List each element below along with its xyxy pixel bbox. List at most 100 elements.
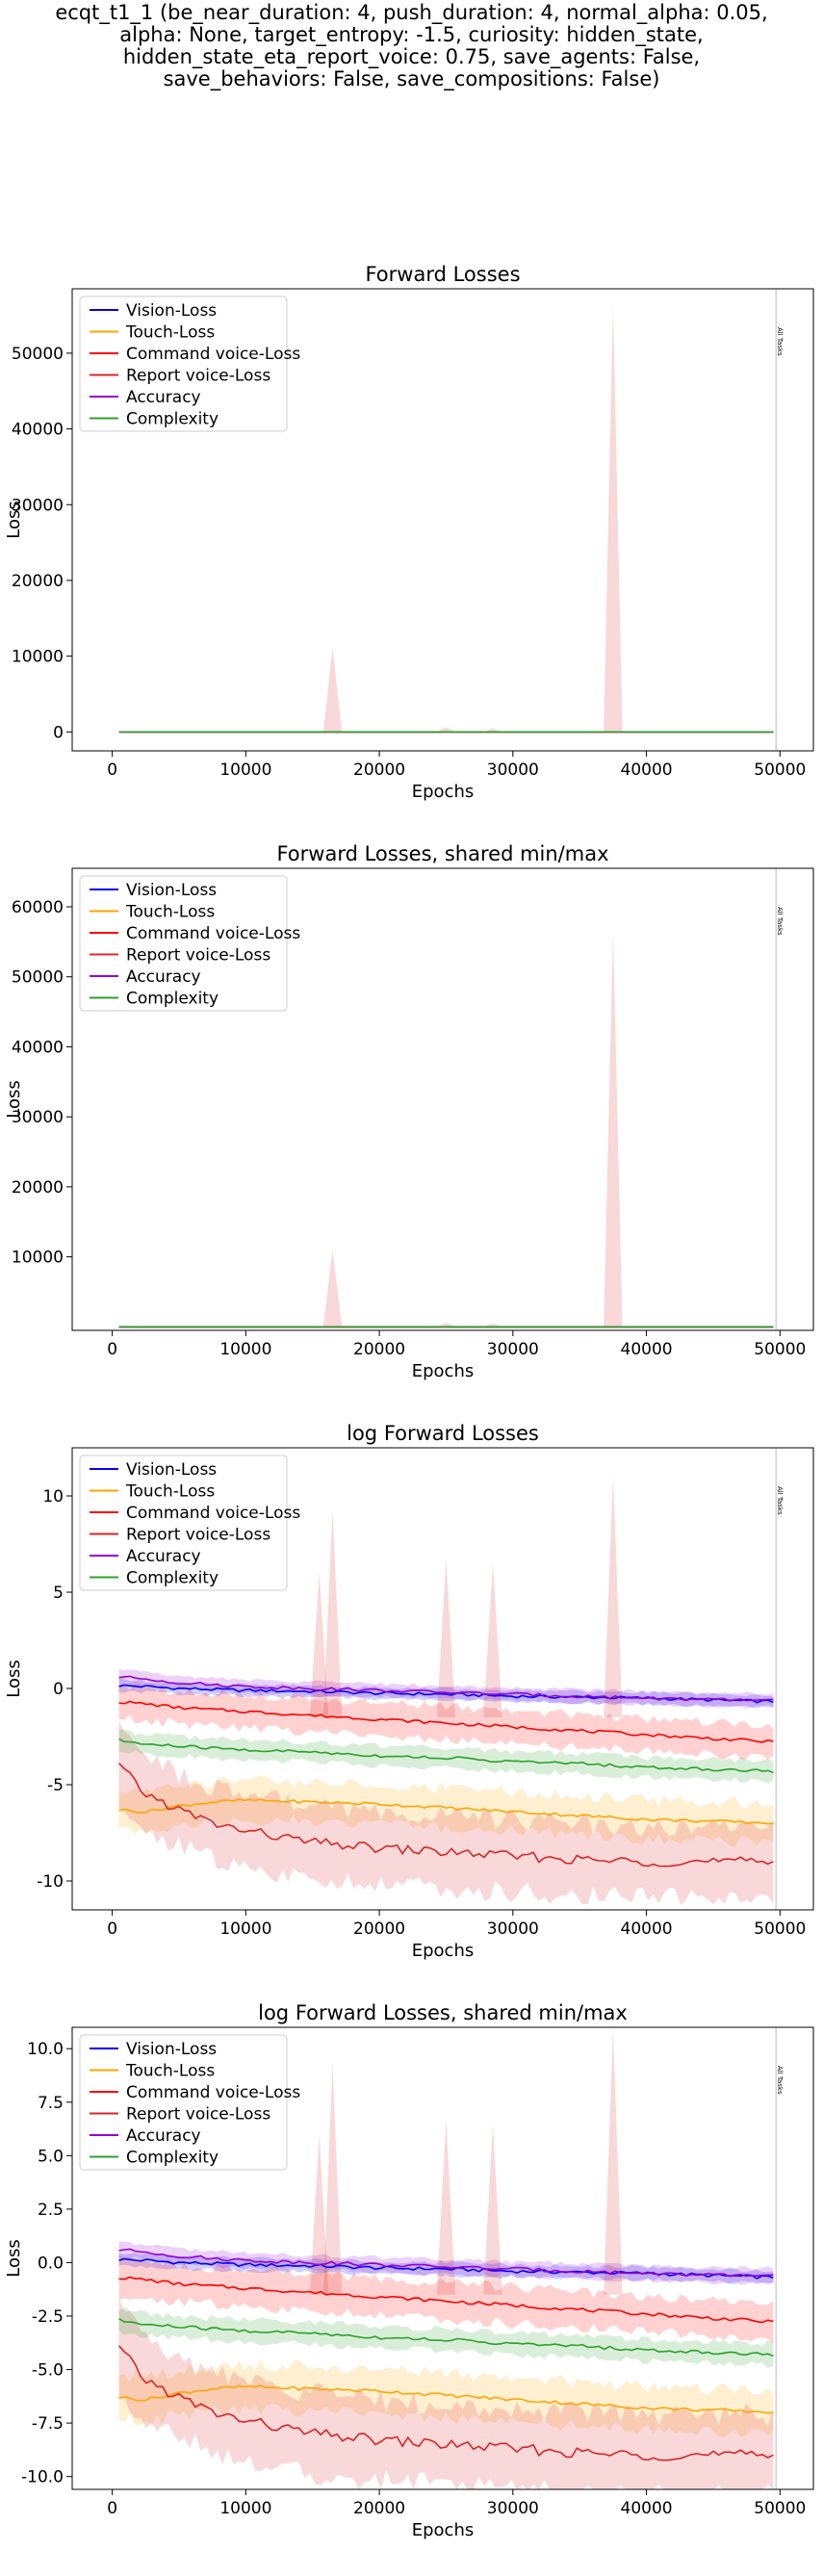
y-tick-label: 50000 [12, 345, 64, 364]
x-axis-label: Epochs [412, 1941, 475, 1961]
y-tick-label: 40000 [12, 1038, 64, 1057]
y-axis-label: Loss [4, 1080, 24, 1118]
legend-entry-complexity: Complexity [126, 990, 219, 1009]
spike-band [604, 931, 622, 1327]
x-tick-label: 50000 [754, 760, 806, 780]
x-tick-label: 20000 [353, 2499, 405, 2518]
x-tick-label: 40000 [621, 2499, 673, 2518]
legend-entry-report-voice-loss: Report voice-Loss [126, 367, 270, 386]
x-tick-label: 0 [107, 1919, 117, 1939]
y-tick-label: 10000 [12, 648, 64, 667]
suptitle-line: alpha: None, target_entropy: -1.5, curio… [0, 24, 823, 46]
x-tick-label: 10000 [219, 760, 271, 780]
x-tick-label: 20000 [353, 1919, 405, 1939]
spike-band [323, 1249, 342, 1327]
spike-band [604, 2027, 622, 2295]
chart-title: log Forward Losses [347, 1422, 539, 1445]
x-tick-label: 0 [107, 760, 117, 780]
y-tick-label: 0 [53, 1680, 64, 1699]
y-tick-label: 20000 [12, 572, 64, 591]
legend-entry-complexity: Complexity [126, 410, 219, 429]
spike-band [323, 649, 342, 733]
legend-entry-report-voice-loss: Report voice-Loss [126, 946, 270, 966]
legend-entry-vision-loss: Vision-Loss [126, 301, 217, 321]
chart-title: Forward Losses, shared min/max [276, 842, 608, 865]
x-axis-label: Epochs [412, 782, 475, 802]
legend-entry-command-voice-loss: Command voice-Loss [126, 345, 300, 364]
legend: Vision-Loss Touch-Loss Command voice-Loss R… [80, 2035, 300, 2170]
log-forward-losses-shared-chart: log Forward Losses, shared min/max All Ta… [0, 1998, 823, 2576]
x-tick-label: 40000 [621, 1919, 673, 1939]
y-axis-label: Loss [4, 1660, 24, 1697]
forward-losses-shared-chart: Forward Losses, shared min/max All Tasks 0… [0, 839, 823, 1417]
legend-entry-accuracy: Accuracy [126, 1547, 201, 1566]
x-tick-label: 40000 [621, 760, 673, 780]
legend-entry-report-voice-loss: Report voice-Loss [126, 2105, 270, 2125]
legend-entry-command-voice-loss: Command voice-Loss [126, 1504, 300, 1523]
y-tick-label: 7.5 [38, 2094, 64, 2113]
x-axis-label: Epochs [412, 1361, 475, 1381]
y-tick-label: 10.0 [27, 2040, 64, 2059]
x-tick-label: 30000 [487, 1919, 539, 1939]
x-tick-label: 0 [107, 1340, 117, 1359]
x-tick-label: 20000 [353, 1340, 405, 1359]
y-axis-label: Loss [4, 501, 24, 538]
y-tick-label: -10.0 [21, 2468, 64, 2487]
legend-entry-complexity: Complexity [126, 1569, 219, 1588]
x-tick-label: 50000 [754, 1919, 806, 1939]
y-tick-label: -5.0 [32, 2361, 64, 2381]
legend-entry-complexity: Complexity [126, 2149, 219, 2168]
y-tick-label: 10 [42, 1487, 64, 1507]
y-tick-label: -2.5 [32, 2307, 64, 2327]
y-tick-label: 5.0 [38, 2147, 64, 2166]
legend-entry-command-voice-loss: Command voice-Loss [126, 2083, 300, 2102]
task-boundary-label: All Tasks [776, 1486, 784, 1515]
x-tick-label: 30000 [487, 2499, 539, 2518]
legend-entry-touch-loss: Touch-Loss [125, 323, 215, 343]
y-tick-label: 40000 [12, 421, 64, 440]
x-tick-label: 0 [107, 2499, 117, 2518]
legend-entry-touch-loss: Touch-Loss [125, 1482, 215, 1502]
x-tick-label: 40000 [621, 1340, 673, 1359]
y-tick-label: -10 [37, 1872, 64, 1892]
x-tick-label: 20000 [353, 760, 405, 780]
legend-entry-command-voice-loss: Command voice-Loss [126, 924, 300, 943]
chart-title: Forward Losses [365, 263, 520, 286]
legend-entry-vision-loss: Vision-Loss [126, 2040, 217, 2059]
task-boundary-label: All Tasks [776, 2066, 784, 2095]
x-tick-label: 50000 [754, 1340, 806, 1359]
y-tick-label: 0 [53, 723, 64, 742]
x-tick-label: 30000 [487, 760, 539, 780]
x-tick-label: 10000 [219, 1919, 271, 1939]
legend-entry-report-voice-loss: Report voice-Loss [126, 1526, 270, 1545]
x-tick-label: 10000 [219, 1340, 271, 1359]
y-tick-label: 2.5 [38, 2201, 64, 2220]
y-tick-label: 5 [53, 1584, 64, 1603]
spike-band [323, 2064, 342, 2295]
suptitle-line: save_behaviors: False, save_compositions… [0, 68, 823, 90]
spike-band [323, 1509, 342, 1717]
y-tick-label: -5 [47, 1776, 64, 1795]
y-tick-label: 20000 [12, 1178, 64, 1198]
figure-suptitle: ecqt_t1_1 (be_near_duration: 4, push_dur… [0, 2, 823, 90]
x-tick-label: 10000 [219, 2499, 271, 2518]
x-axis-label: Epochs [412, 2520, 475, 2540]
legend-entry-accuracy: Accuracy [126, 2126, 201, 2146]
task-boundary-label: All Tasks [776, 907, 784, 936]
y-tick-label: 60000 [12, 898, 64, 917]
legend-entry-vision-loss: Vision-Loss [126, 881, 217, 900]
legend-entry-accuracy: Accuracy [126, 388, 201, 407]
x-tick-label: 30000 [487, 1340, 539, 1359]
chart-title: log Forward Losses, shared min/max [258, 2001, 628, 2024]
legend-entry-touch-loss: Touch-Loss [125, 2062, 215, 2081]
suptitle-line: ecqt_t1_1 (be_near_duration: 4, push_dur… [0, 2, 823, 24]
x-tick-label: 50000 [754, 2499, 806, 2518]
suptitle-line: hidden_state_eta_report_voice: 0.75, sav… [0, 46, 823, 68]
legend-entry-accuracy: Accuracy [126, 967, 201, 987]
log-forward-losses-chart: log Forward Losses All Tasks 0 10000 20000 30… [0, 1419, 823, 1996]
spike-band [604, 1477, 622, 1717]
y-tick-label: 10000 [12, 1249, 64, 1268]
